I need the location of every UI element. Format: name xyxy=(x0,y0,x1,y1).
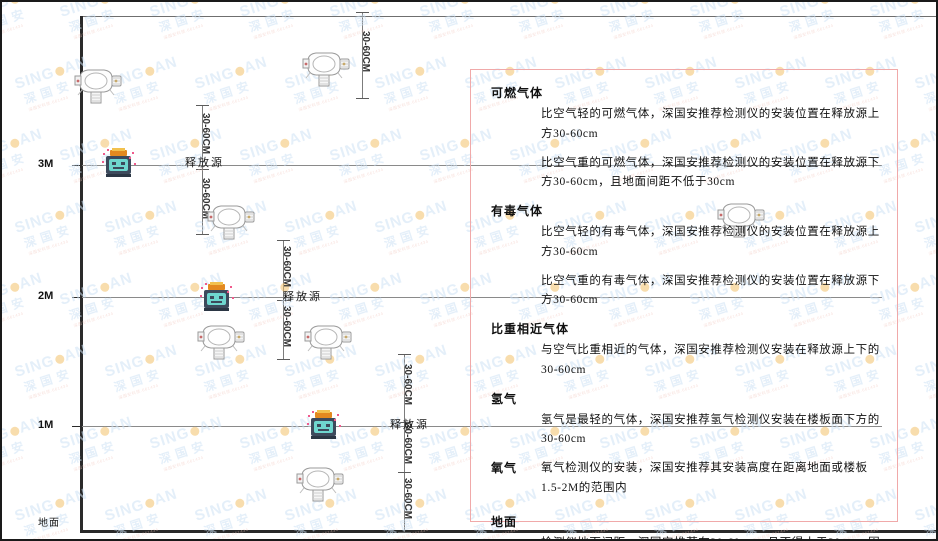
dimension-tick-1-1 xyxy=(277,300,290,301)
axis-tick-2 xyxy=(72,426,82,427)
dimension-line-1 xyxy=(283,240,284,359)
dimension-tick-3-1 xyxy=(398,422,411,423)
axis-tick-0 xyxy=(72,165,82,166)
panel-section: 氢气氢气是最轻的气体，深国安推荐氢气检测仪安装在楼板面下方的30-60cm xyxy=(483,390,885,451)
panel-section: 比重相近气体与空气比重相近的气体，深国安推荐检测仪安装在释放源上下的30-60c… xyxy=(483,320,885,381)
level-line-0 xyxy=(80,165,882,166)
detector-icon xyxy=(294,462,348,511)
detector-icon xyxy=(302,320,356,369)
detector-icon xyxy=(300,47,354,96)
dimension-tick-2-1 xyxy=(356,98,369,99)
panel-section-paragraph: 比空气轻的有毒气体，深国安推荐检测仪的安装位置在释放源上方30-60cm xyxy=(541,226,880,258)
panel-section: 有毒气体比空气轻的有毒气体，深国安推荐检测仪的安装位置在释放源上方30-60cm… xyxy=(483,202,885,311)
dimension-tick-1-0 xyxy=(277,240,290,241)
dimension-tick-0-1 xyxy=(196,169,209,170)
panel-section-title: 比重相近气体 xyxy=(491,322,570,337)
dimension-tick-3-3 xyxy=(398,532,411,533)
panel-section-paragraph: 比空气重的可燃气体，深国安推荐检测仪的安装位置在释放源下方30-60cm，且地面… xyxy=(541,156,880,189)
dimension-label: 30-60CM xyxy=(281,246,292,288)
dimension-label: 30-60CM xyxy=(402,364,413,406)
ground-line xyxy=(80,530,936,533)
panel-section: 可燃气体比空气轻的可燃气体，深国安推荐检测仪的安装位置在释放源上方30-60cm… xyxy=(483,84,885,193)
dimension-line-2 xyxy=(362,12,363,98)
dimension-tick-3-2 xyxy=(398,472,411,473)
dimension-tick-3-0 xyxy=(398,354,411,355)
panel-section-title: 地面 xyxy=(491,514,518,529)
info-panel: 可燃气体比空气轻的可燃气体，深国安推荐检测仪的安装位置在释放源上方30-60cm… xyxy=(470,69,898,539)
axis-label-3m: 3M xyxy=(38,158,54,170)
level-line-2 xyxy=(80,426,882,427)
release-source-icon xyxy=(307,410,341,445)
vertical-axis xyxy=(80,16,83,530)
ground-label: 地面 xyxy=(38,518,60,529)
detector-icon xyxy=(205,200,259,249)
detector-icon xyxy=(72,64,126,113)
dimension-label: 30-60CM xyxy=(281,305,292,347)
panel-section: 地面检测仪地面间距，深国安推荐在30-60cm，且不得小于30cm，因为过低容易… xyxy=(483,513,885,539)
release-source-label: 释放源 xyxy=(390,419,429,431)
panel-section-paragraph: 比空气轻的可燃气体，深国安推荐检测仪的安装位置在释放源上方30-60cm xyxy=(541,108,880,140)
dimension-tick-1-2 xyxy=(277,359,290,360)
axis-label-1m: 1M xyxy=(38,419,54,431)
detector-icon xyxy=(715,198,769,247)
dimension-label: 30-60CM xyxy=(402,478,413,520)
panel-section-title: 氧气 xyxy=(491,461,518,476)
panel-section-paragraph: 氢气是最轻的气体，深国安推荐氢气检测仪安装在楼板面下方的30-60cm xyxy=(541,413,880,446)
panel-section-paragraph: 比空气重的有毒气体，深国安推荐检测仪的安装位置在释放源下方30-60cm xyxy=(541,274,880,307)
panel-inline-section: 氧气 氧气检测仪的安装，深国安推荐其安装高度在距离地面或楼板1.5-2M的范围内 xyxy=(483,459,885,499)
panel-section-title: 有毒气体 xyxy=(491,204,544,219)
dimension-tick-2-0 xyxy=(356,12,369,13)
dimension-tick-0-0 xyxy=(196,105,209,106)
axis-label-2m: 2M xyxy=(38,290,54,302)
axis-tick-1 xyxy=(72,297,82,298)
panel-section-paragraph: 氧气检测仪的安装，深国安推荐其安装高度在距离地面或楼板1.5-2M的范围内 xyxy=(541,462,868,494)
release-source-icon xyxy=(200,282,234,317)
panel-section-paragraph: 与空气比重相近的气体，深国安推荐检测仪安装在释放源上下的30-60cm xyxy=(541,344,880,376)
top-rule xyxy=(80,16,936,17)
release-source-icon xyxy=(102,148,136,183)
release-source-label: 释放源 xyxy=(185,157,224,169)
dimension-label: 30-60CM xyxy=(200,113,211,155)
dimension-label: 30-60CM xyxy=(360,31,371,73)
dimension-tick-0-2 xyxy=(196,234,209,235)
panel-section-paragraph: 检测仪地面间距，深国安推荐在30-60cm，且不得小于30cm，因为过低容易水溅… xyxy=(541,534,885,539)
panel-section-title: 可燃气体 xyxy=(491,86,544,100)
dimension-line-3 xyxy=(404,354,405,532)
detector-icon xyxy=(195,320,249,369)
release-source-label: 释放源 xyxy=(283,291,322,303)
level-line-1 xyxy=(80,297,882,298)
panel-section-title: 氢气 xyxy=(491,391,518,406)
